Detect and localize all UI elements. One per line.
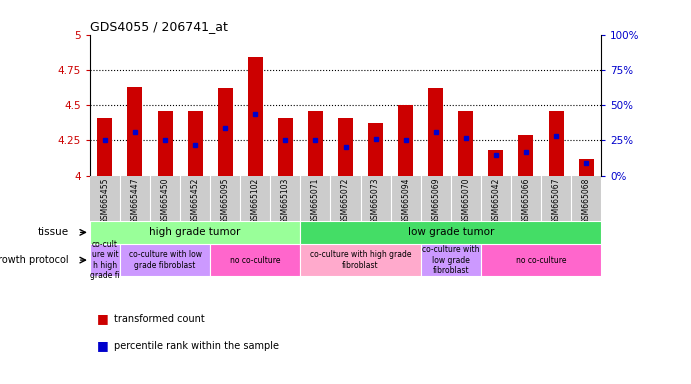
Bar [218,88,233,176]
Bar [210,244,301,276]
Bar [481,244,601,276]
Text: GSM665094: GSM665094 [401,178,410,224]
Bar [518,135,533,176]
Bar [368,124,383,176]
Bar [97,118,113,176]
Text: high grade tumor: high grade tumor [149,227,240,237]
Text: GSM665071: GSM665071 [311,178,320,224]
Text: growth protocol: growth protocol [0,255,69,265]
Text: no co-culture: no co-culture [515,256,566,265]
Bar [421,244,481,276]
Text: no co-culture: no co-culture [230,256,281,265]
Text: co-culture with
low grade
fibroblast: co-culture with low grade fibroblast [422,245,480,275]
Bar [301,244,421,276]
Text: GSM665072: GSM665072 [341,178,350,224]
Bar [549,111,564,176]
Bar [458,111,473,176]
Text: GDS4055 / 206741_at: GDS4055 / 206741_at [90,20,228,33]
Text: low grade tumor: low grade tumor [408,227,494,237]
Bar [187,111,202,176]
Text: GSM665069: GSM665069 [431,178,440,224]
Bar [90,244,120,276]
Bar [301,221,601,244]
Text: ■: ■ [97,339,108,352]
Bar [308,111,323,176]
Text: GSM665066: GSM665066 [522,178,531,224]
Text: co-culture with high grade
fibroblast: co-culture with high grade fibroblast [310,250,411,270]
Text: percentile rank within the sample: percentile rank within the sample [114,341,279,351]
Bar [248,57,263,176]
Bar [278,118,293,176]
Text: GSM665042: GSM665042 [491,178,500,224]
Bar [127,87,142,176]
Text: GSM665447: GSM665447 [131,178,140,224]
Text: co-cult
ure wit
h high
grade fi: co-cult ure wit h high grade fi [90,240,120,280]
Text: ■: ■ [97,312,108,325]
Bar [489,150,504,176]
Text: GSM665103: GSM665103 [281,178,290,224]
Bar [398,105,413,176]
Text: GSM665068: GSM665068 [582,178,591,224]
Text: GSM665455: GSM665455 [100,178,109,224]
Text: GSM665095: GSM665095 [220,178,229,224]
Text: GSM665067: GSM665067 [551,178,560,224]
Text: transformed count: transformed count [114,314,205,324]
Text: GSM665450: GSM665450 [160,178,169,224]
Text: GSM665102: GSM665102 [251,178,260,224]
Bar [578,159,594,176]
Bar [158,111,173,176]
Text: GSM665452: GSM665452 [191,178,200,224]
Text: GSM665070: GSM665070 [462,178,471,224]
Text: GSM665073: GSM665073 [371,178,380,224]
Text: tissue: tissue [37,227,69,237]
Bar [120,244,210,276]
Bar [338,118,353,176]
Bar [90,221,301,244]
Bar [428,88,443,176]
Text: co-culture with low
grade fibroblast: co-culture with low grade fibroblast [129,250,202,270]
